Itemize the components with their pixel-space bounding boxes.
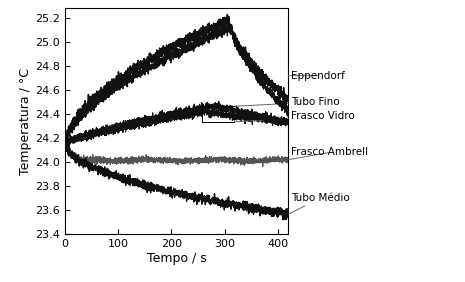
X-axis label: Tempo / s: Tempo / s xyxy=(147,252,206,265)
Text: Eppendorf: Eppendorf xyxy=(288,71,345,81)
Text: Frasco Vidro: Frasco Vidro xyxy=(234,111,355,122)
Text: Frasco Ambrell: Frasco Ambrell xyxy=(288,147,368,160)
Text: Tubo Médio: Tubo Médio xyxy=(288,193,350,214)
Y-axis label: Temperatura / °C: Temperatura / °C xyxy=(20,68,33,175)
Text: Tubo Fino: Tubo Fino xyxy=(234,97,339,107)
